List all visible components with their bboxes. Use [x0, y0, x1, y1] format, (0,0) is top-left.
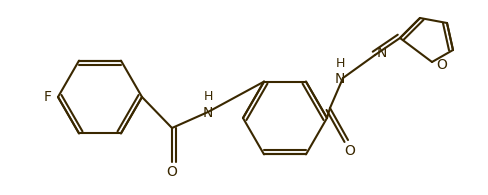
Text: O: O	[166, 165, 177, 179]
Text: F: F	[44, 90, 52, 104]
Text: N: N	[376, 46, 386, 60]
Text: N: N	[203, 106, 213, 120]
Text: N: N	[334, 72, 345, 86]
Text: O: O	[344, 144, 355, 158]
Text: H: H	[335, 57, 344, 70]
Text: H: H	[203, 90, 212, 103]
Text: O: O	[435, 58, 446, 72]
